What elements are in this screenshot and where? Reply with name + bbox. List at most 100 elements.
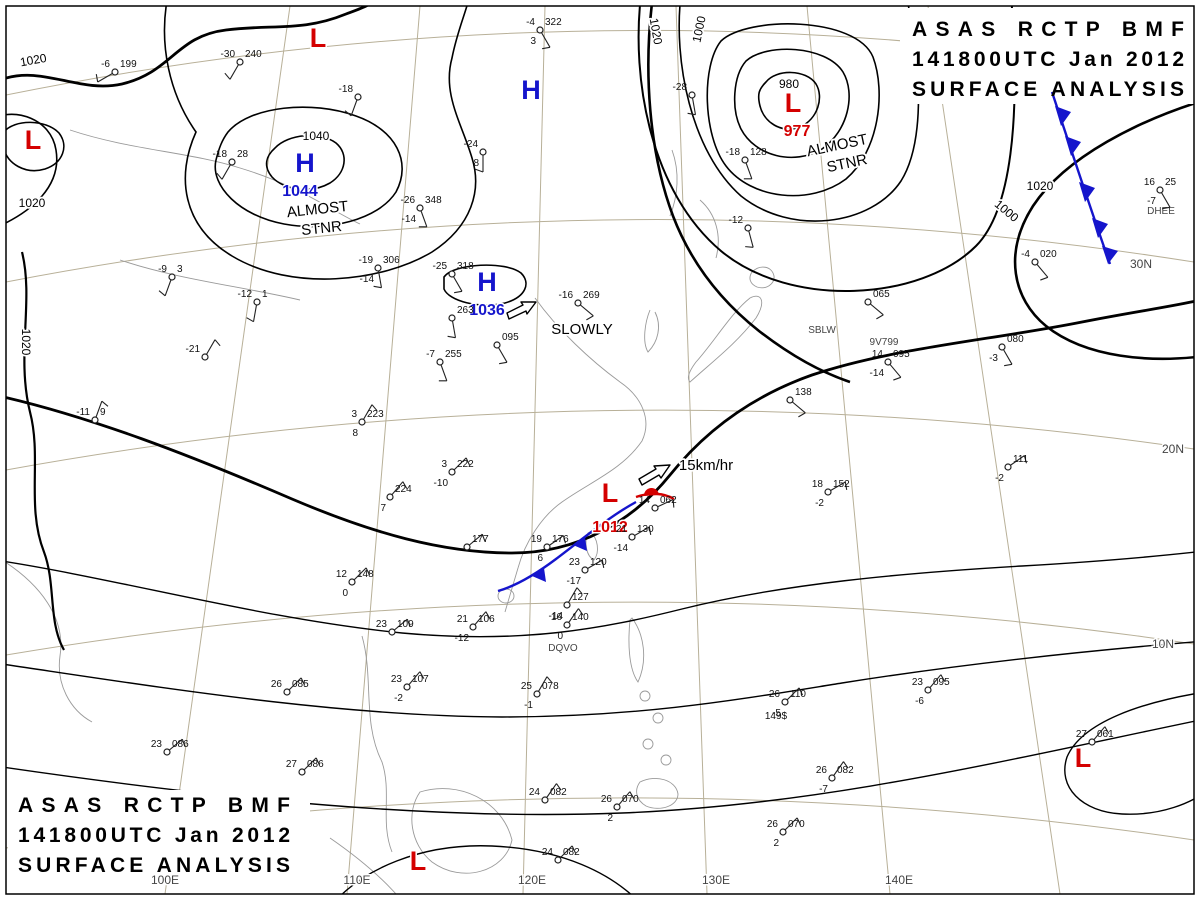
station-plot: -21 bbox=[186, 339, 221, 361]
station-pressure: 224 bbox=[395, 484, 412, 495]
station-temperature: 14 bbox=[639, 495, 651, 506]
graticule-coordinate-label: 30N bbox=[1130, 257, 1152, 271]
cold-front-triangle-icon bbox=[1079, 182, 1095, 202]
coastline bbox=[504, 297, 647, 613]
station-pressure: 199 bbox=[120, 59, 137, 70]
wind-barb-tick bbox=[454, 290, 463, 294]
station-circle-icon bbox=[448, 468, 456, 476]
station-temperature: -4 bbox=[1021, 249, 1030, 260]
station-circle-icon bbox=[581, 566, 589, 574]
low-center-symbol: L bbox=[410, 846, 427, 876]
station-circle-icon bbox=[884, 358, 892, 366]
station-circle-icon bbox=[91, 416, 99, 424]
station-dewpoint: -1 bbox=[524, 700, 533, 711]
isobar bbox=[6, 641, 1194, 718]
station-temperature: 26 bbox=[767, 819, 779, 830]
wind-barb-tick bbox=[940, 674, 946, 682]
station-pressure: 255 bbox=[445, 349, 462, 360]
station-circle-icon bbox=[436, 358, 444, 366]
station-temperature: 19 bbox=[531, 534, 543, 545]
wind-barb-tick bbox=[893, 376, 902, 381]
wind-barb-tick bbox=[586, 315, 594, 321]
station-plot: 095 bbox=[493, 332, 519, 365]
station-plot: -18 28 bbox=[213, 149, 249, 180]
station-pressure: 080 bbox=[1007, 334, 1024, 345]
station-temperature: 26 bbox=[271, 679, 283, 690]
station-circle-icon bbox=[388, 628, 396, 636]
station-pressure: 086 bbox=[172, 739, 189, 750]
station-pressure: 1 bbox=[262, 289, 268, 300]
station-plot: 26 070 2 bbox=[601, 791, 639, 824]
movement-arrow-icon bbox=[638, 464, 671, 486]
wind-barb-tick bbox=[300, 677, 306, 686]
station-pressure: 128 bbox=[750, 147, 767, 158]
wind-barb-tick bbox=[601, 559, 605, 568]
wind-barb-tick bbox=[315, 757, 321, 766]
coastline bbox=[639, 690, 672, 766]
station-temperature: 24 bbox=[529, 787, 541, 798]
station-dewpoint: 0 bbox=[342, 588, 348, 599]
station-circle-icon bbox=[493, 341, 501, 349]
station-temperature: 23 bbox=[391, 674, 403, 685]
coastline bbox=[6, 562, 93, 723]
station-dewpoint: -2 bbox=[995, 473, 1004, 484]
station-temperature: -9 bbox=[158, 264, 167, 275]
station-dewpoint: 3 bbox=[530, 36, 536, 47]
station-circle-icon bbox=[448, 270, 456, 278]
station-circle-icon bbox=[163, 748, 171, 756]
station-pressure: 222 bbox=[457, 459, 474, 470]
coastline-layer bbox=[6, 129, 775, 894]
station-circle-icon bbox=[201, 353, 209, 361]
wind-barb-tick bbox=[876, 314, 884, 320]
station-circle-icon bbox=[613, 803, 621, 811]
cold-front-triangle-icon bbox=[1065, 136, 1081, 156]
station-dewpoint: -14 bbox=[614, 543, 629, 554]
station-plot: 16 25 -7 bbox=[1144, 177, 1177, 210]
station-temperature: 3 bbox=[441, 459, 447, 470]
wind-barb-tick bbox=[224, 72, 231, 80]
station-temperature: -24 bbox=[464, 139, 479, 150]
warm-front-semicircle-icon bbox=[643, 487, 659, 496]
wind-barb-tick bbox=[745, 246, 754, 248]
wind-barb-tick bbox=[365, 567, 371, 576]
wind-barb-tick bbox=[562, 535, 566, 544]
station-dewpoint: 8 bbox=[473, 158, 479, 169]
isobar bbox=[6, 121, 65, 172]
station-temperature: 3 bbox=[351, 409, 357, 420]
station-plot: 127 -14 bbox=[549, 587, 589, 622]
station-pressure: 095 bbox=[502, 332, 519, 343]
station-plot: 23 086 bbox=[151, 738, 189, 756]
station-temperature: -26 bbox=[401, 195, 416, 206]
station-circle-icon bbox=[563, 621, 571, 629]
station-plot: 080 -3 bbox=[989, 334, 1024, 367]
station-temperature: -18 bbox=[726, 147, 741, 158]
station-pressure: 177 bbox=[472, 534, 489, 545]
station-temperature: 25 bbox=[521, 681, 533, 692]
station-circle-icon bbox=[786, 396, 794, 404]
station-pressure: 140 bbox=[572, 612, 589, 623]
station-temperature: 26 bbox=[816, 765, 828, 776]
wind-barb-tick bbox=[556, 783, 562, 791]
station-pressure: 318 bbox=[457, 261, 474, 272]
station-pressure: 111 bbox=[1013, 454, 1029, 465]
wind-barb-tick bbox=[571, 845, 577, 854]
graticule-layer bbox=[6, 6, 1194, 894]
station-pressure: 223 bbox=[367, 409, 384, 420]
wind-barb-tick bbox=[485, 611, 491, 619]
coastline bbox=[644, 309, 659, 353]
wind-barb-tick bbox=[798, 412, 806, 418]
graticule-coordinate-label: 100E bbox=[151, 873, 179, 887]
wind-barb-tick bbox=[402, 481, 408, 489]
station-circle-icon bbox=[1004, 463, 1012, 471]
station-plot: 23 109 bbox=[376, 618, 414, 636]
station-temperature: 23 bbox=[151, 739, 163, 750]
wind-barb-tick bbox=[1162, 206, 1171, 210]
station-circle-icon bbox=[741, 156, 749, 164]
isobar-value-label: 1020 bbox=[647, 17, 665, 46]
station-dewpoint: -17 bbox=[567, 576, 582, 587]
station-plot: -24 8 bbox=[464, 139, 487, 173]
station-pressure: 269 bbox=[583, 290, 600, 301]
station-temperature: -16 bbox=[559, 290, 574, 301]
